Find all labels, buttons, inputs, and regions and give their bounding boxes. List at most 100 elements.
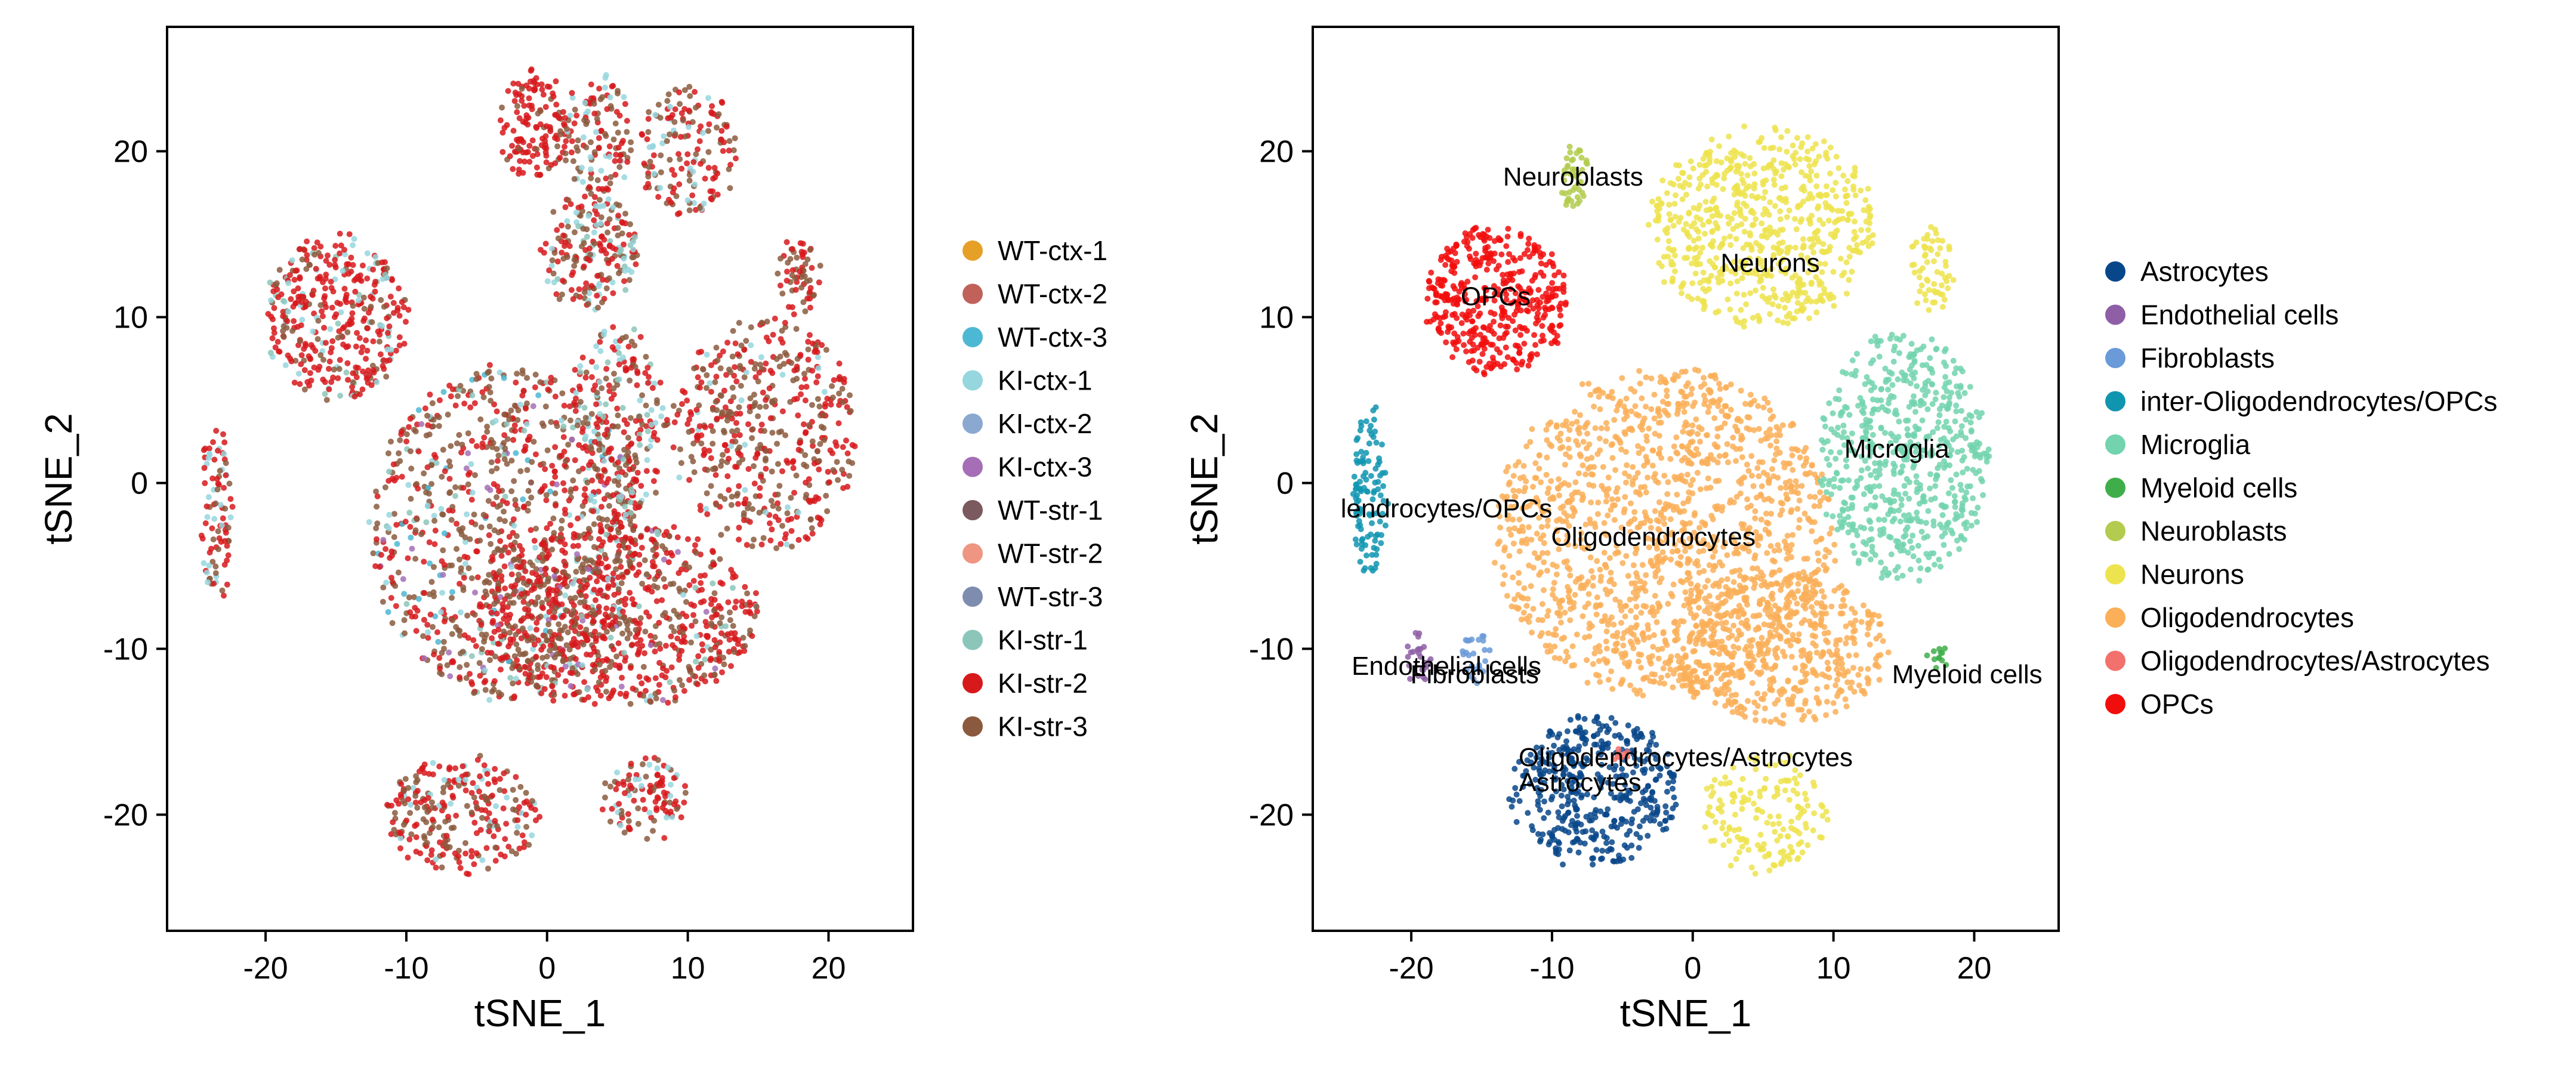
data-point: [590, 559, 597, 566]
data-point: [545, 617, 552, 624]
data-point: [1574, 631, 1580, 638]
data-point: [405, 796, 412, 803]
data-point: [1815, 557, 1822, 564]
data-point: [532, 371, 539, 378]
data-point: [468, 853, 475, 860]
data-point: [1587, 391, 1594, 398]
data-point: [616, 350, 622, 356]
data-point: [461, 575, 467, 581]
data-point: [678, 110, 685, 116]
data-point: [711, 637, 718, 643]
data-point: [1699, 459, 1705, 466]
data-point: [844, 450, 851, 456]
data-point: [553, 605, 559, 612]
data-point: [736, 536, 742, 543]
data-point: [647, 443, 653, 450]
data-point: [624, 635, 631, 641]
data-point: [721, 661, 727, 668]
data-point: [363, 356, 369, 362]
data-point: [380, 536, 387, 543]
data-point: [435, 638, 442, 645]
data-point: [611, 371, 617, 377]
data-point: [825, 468, 831, 475]
data-point: [1681, 409, 1687, 415]
data-point: [1733, 446, 1739, 452]
data-point: [485, 780, 492, 787]
data-point: [1538, 479, 1544, 486]
data-point: [540, 605, 546, 612]
data-point: [661, 576, 667, 582]
data-point: [292, 300, 299, 307]
data-point: [1594, 558, 1600, 564]
data-point: [1784, 533, 1791, 539]
data-point: [645, 173, 652, 180]
data-point: [369, 319, 375, 325]
data-point: [442, 468, 448, 474]
data-point: [573, 569, 579, 575]
data-point: [370, 550, 377, 557]
data-point: [464, 871, 470, 877]
data-point: [307, 370, 313, 376]
data-point: [635, 805, 641, 811]
data-point: [570, 602, 577, 609]
data-point: [1722, 412, 1729, 419]
data-point: [391, 810, 398, 816]
data-point: [489, 468, 495, 474]
data-point: [521, 427, 527, 434]
data-point: [734, 427, 741, 434]
data-point: [470, 637, 477, 643]
data-point: [1543, 427, 1550, 433]
data-point: [807, 332, 813, 338]
data-point: [607, 94, 613, 101]
data-point: [735, 501, 741, 507]
data-point: [603, 401, 609, 408]
data-point: [202, 520, 209, 526]
data-point: [776, 429, 782, 436]
data-point: [733, 598, 739, 605]
data-point: [495, 452, 502, 459]
data-point: [468, 519, 475, 526]
data-point: [1775, 474, 1781, 481]
data-point: [633, 455, 639, 462]
data-point: [604, 628, 610, 635]
data-point: [598, 560, 604, 567]
data-point: [726, 487, 732, 493]
data-point: [551, 249, 558, 256]
data-point: [695, 665, 702, 671]
data-point: [530, 646, 536, 652]
data-point: [413, 773, 419, 779]
y-tick-label: 10: [113, 300, 148, 335]
data-point: [1730, 622, 1737, 629]
data-point: [523, 823, 530, 830]
data-point: [513, 641, 520, 647]
data-point: [615, 529, 622, 536]
data-point: [754, 608, 760, 615]
data-point: [785, 260, 791, 266]
data-point: [1618, 619, 1624, 626]
data-point: [1623, 479, 1629, 486]
data-point: [397, 437, 403, 443]
data-point: [326, 386, 332, 393]
data-point: [621, 278, 627, 285]
data-point: [674, 412, 681, 418]
data-point: [425, 484, 431, 491]
data-point: [664, 668, 670, 674]
data-point: [498, 666, 504, 673]
data-point: [793, 473, 800, 479]
data-point: [1640, 692, 1646, 699]
data-point: [650, 152, 657, 159]
data-point: [326, 358, 333, 365]
data-point: [593, 129, 599, 135]
data-point: [406, 836, 413, 842]
data-point: [494, 483, 501, 490]
data-point: [732, 604, 738, 611]
data-point: [579, 425, 586, 432]
data-point: [1588, 455, 1595, 461]
data-point: [1727, 406, 1734, 413]
data-point: [493, 446, 500, 452]
data-point: [488, 397, 494, 404]
data-point: [412, 613, 419, 620]
data-point: [1638, 610, 1645, 616]
data-point: [562, 150, 569, 157]
data-point: [723, 124, 730, 130]
